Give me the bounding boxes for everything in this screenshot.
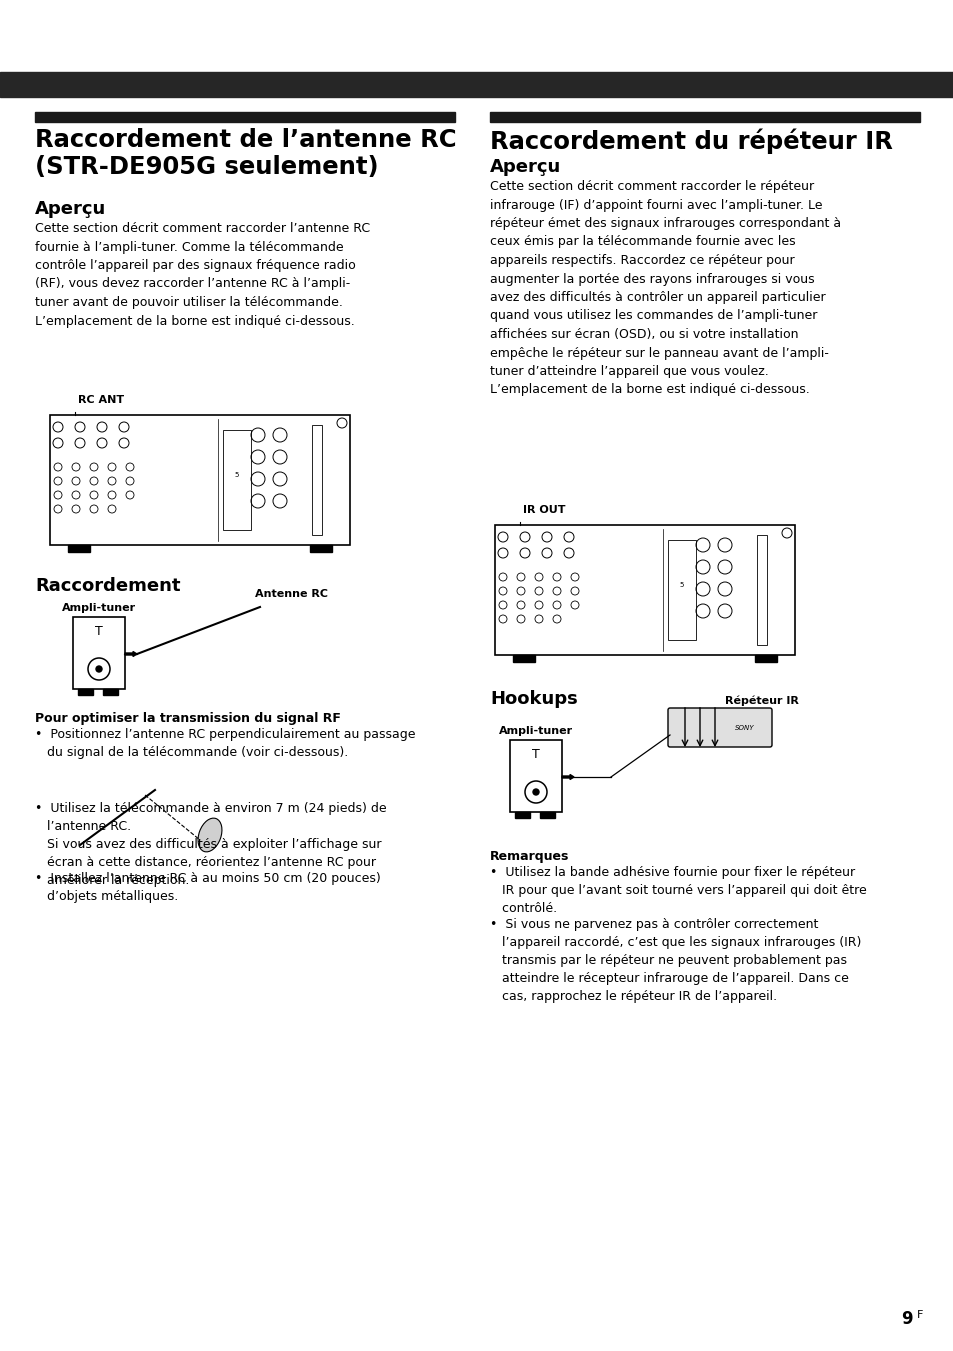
Text: 5: 5	[679, 582, 683, 588]
Ellipse shape	[198, 819, 222, 852]
Bar	[310, 544, 332, 553]
Bar	[73, 617, 125, 689]
Text: •  Si vous ne parvenez pas à contrôler correctement
   l’appareil raccordé, c’es: • Si vous ne parvenez pas à contrôler co…	[490, 917, 861, 1002]
Text: 9: 9	[901, 1310, 912, 1328]
Text: T: T	[532, 748, 539, 761]
Bar	[68, 544, 90, 553]
Text: Aperçu: Aperçu	[490, 158, 560, 176]
Text: •  Utilisez la bande adhésive fournie pour fixer le répéteur
   IR pour que l’av: • Utilisez la bande adhésive fournie pou…	[490, 866, 866, 915]
Bar	[103, 689, 118, 694]
Text: Remarques: Remarques	[490, 850, 569, 863]
Bar	[490, 112, 919, 122]
Text: Hookups: Hookups	[490, 690, 578, 708]
Bar	[35, 112, 455, 122]
Bar	[50, 415, 350, 544]
Text: T: T	[95, 626, 103, 638]
Bar	[510, 740, 561, 812]
Text: •  Utilisez la télécommande à environ 7 m (24 pieds) de
   l’antenne RC.
   Si v: • Utilisez la télécommande à environ 7 m…	[35, 802, 386, 888]
Text: Ampli-tuner: Ampli-tuner	[498, 725, 573, 736]
Text: 5: 5	[234, 471, 239, 478]
Text: RC ANT: RC ANT	[78, 394, 124, 405]
Bar	[757, 535, 766, 644]
Text: Préparatifs: Préparatifs	[823, 77, 919, 92]
Text: Aperçu: Aperçu	[35, 200, 106, 218]
Bar	[78, 689, 92, 694]
Bar	[754, 655, 776, 662]
FancyArrow shape	[125, 651, 137, 657]
Text: SONY: SONY	[735, 725, 754, 731]
Text: Raccordement: Raccordement	[35, 577, 180, 594]
Text: Cette section décrit comment raccorder le répéteur
infrarouge (IF) d’appoint fou: Cette section décrit comment raccorder l…	[490, 180, 841, 396]
Bar	[0, 72, 953, 97]
Text: (STR-DE905G seulement): (STR-DE905G seulement)	[35, 155, 378, 178]
Text: Pour optimiser la transmission du signal RF: Pour optimiser la transmission du signal…	[35, 712, 340, 725]
Text: Cette section décrit comment raccorder l’antenne RC
fournie à l’ampli-tuner. Com: Cette section décrit comment raccorder l…	[35, 222, 370, 327]
Text: •  Installez l’antenne RC à au moins 50 cm (20 pouces)
   d’objets métalliques.: • Installez l’antenne RC à au moins 50 c…	[35, 871, 380, 902]
Text: •  Positionnez l’antenne RC perpendiculairement au passage
   du signal de la té: • Positionnez l’antenne RC perpendiculai…	[35, 728, 416, 759]
FancyBboxPatch shape	[667, 708, 771, 747]
Text: Antenne RC: Antenne RC	[254, 589, 328, 598]
Text: F: F	[916, 1310, 923, 1320]
Text: Raccordement du répéteur IR: Raccordement du répéteur IR	[490, 128, 892, 154]
Bar	[539, 812, 555, 817]
Circle shape	[533, 789, 538, 794]
Bar	[513, 655, 535, 662]
Text: Ampli-tuner: Ampli-tuner	[62, 603, 136, 613]
Bar	[312, 426, 322, 535]
Bar	[515, 812, 530, 817]
Text: Raccordement de l’antenne RC: Raccordement de l’antenne RC	[35, 128, 456, 153]
Text: Répéteur IR: Répéteur IR	[724, 694, 798, 705]
Bar	[667, 540, 696, 640]
FancyArrow shape	[561, 774, 574, 780]
Circle shape	[96, 666, 102, 671]
Bar	[495, 526, 794, 655]
Text: IR OUT: IR OUT	[522, 505, 565, 515]
Bar	[223, 430, 251, 530]
